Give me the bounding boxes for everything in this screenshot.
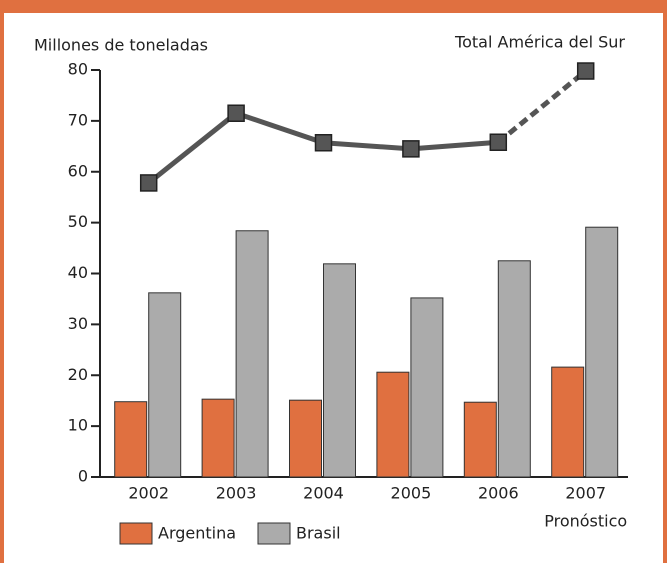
top-band (0, 0, 667, 13)
bar (497, 260, 531, 478)
legend-swatch (257, 522, 291, 545)
line-segment (235, 110, 325, 146)
bar (235, 230, 269, 478)
line-segment (147, 111, 238, 185)
bar (114, 401, 148, 478)
line-marker (576, 62, 595, 80)
y-tick-label: 40 (68, 263, 88, 282)
bar (376, 371, 410, 478)
bar (585, 226, 619, 478)
x-tick-label: 2006 (478, 484, 519, 503)
bar (148, 292, 182, 478)
x-tick-label: 2004 (303, 484, 344, 503)
left-border (0, 0, 4, 563)
bar (201, 398, 235, 478)
y-tick-label: 80 (68, 60, 88, 79)
x-tick-label: 2005 (391, 484, 432, 503)
legend-label: Argentina (158, 524, 236, 543)
y-tick-label: 20 (68, 365, 88, 384)
x-tick-label: 2007 (565, 484, 606, 503)
y-tick-label: 50 (68, 212, 88, 231)
y-tick-label: 10 (68, 416, 88, 435)
y-tick-label: 30 (68, 314, 88, 333)
line-segment (496, 69, 588, 145)
line-segment (323, 140, 412, 152)
line-marker (314, 134, 333, 152)
x-tick-label: 2003 (216, 484, 257, 503)
bar (323, 263, 356, 478)
line-segment (410, 139, 499, 152)
bar (289, 399, 322, 478)
bar (410, 297, 444, 478)
line-series-label: Total América del Sur (454, 33, 625, 52)
y-tick-label: 0 (78, 467, 88, 486)
y-tick-label: 60 (68, 161, 88, 180)
x-sublabel: Pronóstico (544, 512, 627, 531)
bar (463, 401, 497, 478)
line-marker (489, 133, 508, 151)
legend-label: Brasil (296, 524, 341, 543)
y-tick-label: 70 (68, 110, 88, 129)
legend-swatch (119, 522, 153, 545)
line-marker (139, 174, 158, 192)
line-marker (227, 104, 245, 122)
bar (551, 366, 585, 478)
right-border (663, 0, 667, 563)
line-marker (402, 140, 420, 158)
y-axis-label: Millones de toneladas (34, 36, 208, 55)
x-tick-label: 2002 (128, 484, 169, 503)
